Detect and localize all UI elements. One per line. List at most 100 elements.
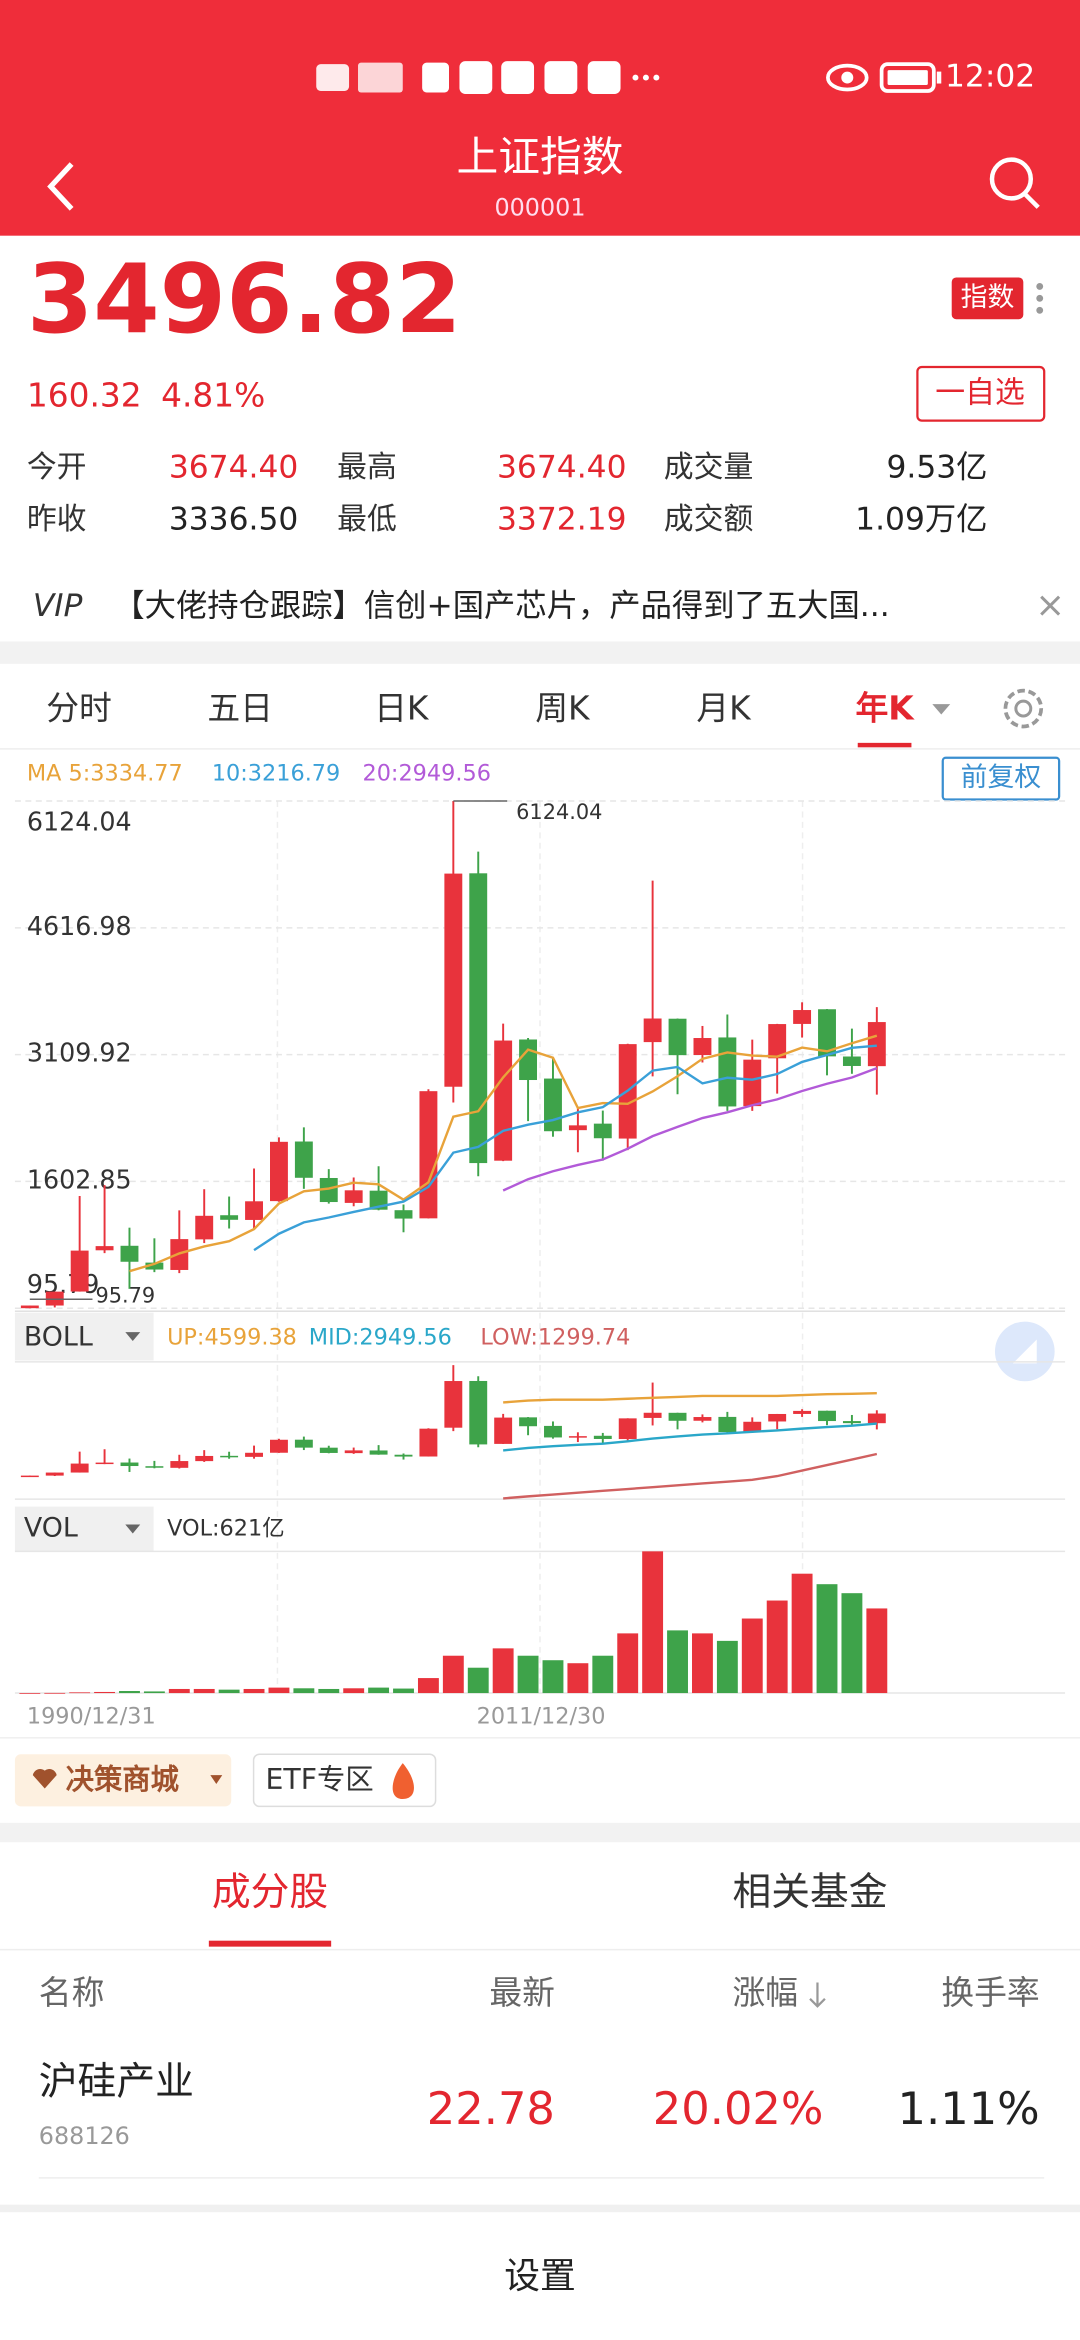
max-annotation: 6124.04 bbox=[516, 800, 602, 824]
indicator-name: VOL bbox=[24, 1512, 78, 1543]
candle-body bbox=[718, 1037, 737, 1107]
news-text[interactable]: 【大佬持仓跟踪】信创+国产芯片，产品得到了五大国... bbox=[113, 588, 889, 624]
candle-body bbox=[768, 1413, 787, 1422]
indicator-value: UP:4599.38 bbox=[167, 1325, 297, 1351]
legend-entry: MA 5:3334.77 bbox=[27, 761, 183, 787]
stat-label: 最高 bbox=[337, 450, 397, 485]
tab[interactable]: 分时 bbox=[46, 690, 112, 728]
status-icons bbox=[316, 61, 942, 94]
tab[interactable]: 五日 bbox=[207, 690, 273, 728]
volume-bar bbox=[567, 1663, 589, 1694]
boll-mid bbox=[503, 1422, 877, 1452]
indicator-value: MID:2949.56 bbox=[309, 1325, 452, 1351]
candle-body bbox=[120, 1462, 139, 1467]
candle-body bbox=[842, 1421, 861, 1424]
stat-label: 今开 bbox=[27, 450, 87, 485]
indicator-value: VOL:621亿 bbox=[167, 1515, 285, 1541]
candle-body bbox=[419, 1428, 438, 1457]
volume-bar bbox=[517, 1655, 539, 1694]
chip-bg[interactable] bbox=[14, 1754, 232, 1807]
candle-body bbox=[718, 1416, 737, 1433]
candle-body bbox=[494, 1040, 513, 1161]
adjust-button[interactable] bbox=[941, 756, 1061, 801]
back-button[interactable] bbox=[47, 162, 74, 211]
volume-bar bbox=[168, 1688, 190, 1694]
candle-body bbox=[220, 1455, 239, 1458]
legend-entry: 20:2949.56 bbox=[362, 761, 490, 787]
candle-body bbox=[394, 1454, 413, 1457]
volume-bar bbox=[617, 1633, 639, 1694]
candle-body bbox=[519, 1039, 538, 1081]
candle-body bbox=[469, 873, 488, 1164]
volume-bar bbox=[791, 1573, 813, 1694]
news-close[interactable] bbox=[1040, 595, 1061, 616]
section-tab[interactable]: 相关基金 bbox=[732, 1870, 887, 1915]
header-bg bbox=[0, 0, 1080, 236]
candle-body bbox=[95, 1462, 114, 1465]
news-badge: VIP bbox=[33, 588, 83, 624]
search-button[interactable] bbox=[989, 157, 1040, 209]
column-header: 名称 bbox=[39, 1974, 105, 2012]
more[interactable] bbox=[1036, 282, 1044, 314]
tab[interactable]: 周K bbox=[535, 690, 591, 728]
candle-body bbox=[743, 1059, 762, 1107]
adjust-label: 前复权 bbox=[961, 762, 1042, 793]
volume-bar bbox=[293, 1688, 315, 1694]
candle-body bbox=[743, 1421, 762, 1432]
candle-body bbox=[568, 1436, 587, 1438]
change: 160.32 bbox=[27, 376, 142, 414]
stock-code: 000001 bbox=[494, 193, 585, 221]
volume-bar bbox=[542, 1660, 564, 1694]
stat-value: 3336.50 bbox=[169, 502, 299, 538]
tab[interactable]: 月K bbox=[696, 690, 752, 728]
candle-body bbox=[793, 1410, 812, 1414]
settings-icon[interactable] bbox=[1003, 688, 1044, 729]
candle-body bbox=[444, 873, 463, 1087]
stat-label: 最低 bbox=[337, 502, 397, 537]
chip-bg[interactable] bbox=[252, 1753, 437, 1808]
stat-value: 3372.19 bbox=[497, 502, 627, 538]
ma-line bbox=[502, 1066, 878, 1192]
tab[interactable]: 年K bbox=[855, 690, 915, 728]
column-header: 最新 bbox=[489, 1974, 555, 2012]
volume-bar bbox=[766, 1600, 788, 1694]
watch-button[interactable] bbox=[916, 365, 1046, 422]
volume-bar bbox=[667, 1630, 688, 1694]
volume-bar bbox=[442, 1655, 464, 1694]
stat-value: 3674.40 bbox=[169, 449, 299, 485]
candle-body bbox=[544, 1425, 562, 1438]
volume-bar bbox=[467, 1667, 489, 1694]
volume-bar bbox=[193, 1688, 215, 1694]
stat-value: 3674.40 bbox=[497, 449, 627, 485]
candle-body bbox=[245, 1452, 263, 1457]
candle-body bbox=[867, 1022, 886, 1067]
sheet-shadow bbox=[0, 2204, 1080, 2214]
volume-bar bbox=[816, 1584, 838, 1694]
tab[interactable]: 日K bbox=[374, 690, 430, 728]
tag: 指数 bbox=[961, 282, 1015, 313]
stock-turnover: 1.11% bbox=[898, 2082, 1040, 2135]
volume-bar bbox=[393, 1688, 414, 1694]
candle-body bbox=[145, 1466, 164, 1468]
section-tab[interactable]: 成分股 bbox=[212, 1870, 328, 1915]
watch-label: 一自选 bbox=[935, 375, 1024, 410]
stat-value: 9.53亿 bbox=[886, 449, 987, 485]
stock-name: 沪硅产业 bbox=[39, 2059, 194, 2104]
legend-entry: 10:3216.79 bbox=[212, 761, 340, 787]
kline-chart: 95.79 1602.85 3109.92 4616.98 6124.04 MA 5:33… bbox=[14, 761, 1066, 1694]
candle-body bbox=[70, 1250, 89, 1292]
chip-label: ETF专区 bbox=[266, 1763, 374, 1796]
dropdown-arrow bbox=[125, 1332, 141, 1342]
price: 3496.82 bbox=[27, 243, 462, 355]
candle-body bbox=[643, 1018, 662, 1043]
candle-body bbox=[693, 1417, 712, 1421]
settings-button[interactable]: 设置 bbox=[504, 2256, 576, 2297]
section-tabs: 成分股 相关基金 bbox=[208, 1870, 888, 1947]
candle-body bbox=[643, 1412, 662, 1418]
dropdown-arrow bbox=[125, 1524, 141, 1534]
ma-line bbox=[253, 1044, 877, 1252]
y-tick-label: 3109.92 bbox=[27, 1038, 132, 1068]
candle-body bbox=[270, 1141, 288, 1202]
